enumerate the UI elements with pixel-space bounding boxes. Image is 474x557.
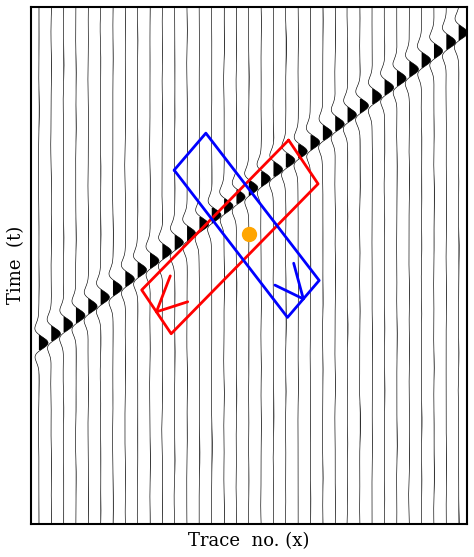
X-axis label: Trace  no. (x): Trace no. (x): [188, 532, 310, 550]
Y-axis label: Time  (t): Time (t): [7, 226, 25, 305]
